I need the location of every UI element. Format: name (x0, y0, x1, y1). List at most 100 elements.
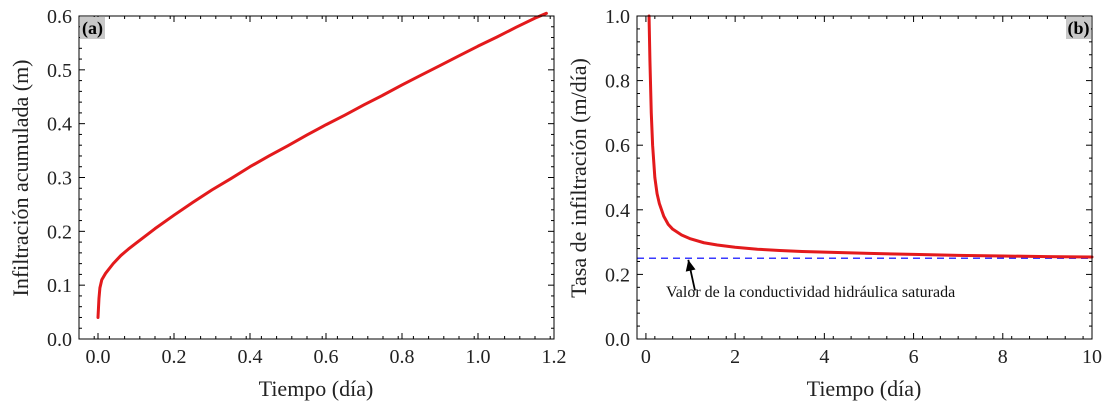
panel-b-series-point (1001, 255, 1004, 257)
panel-b-x-tick-label: 10 (1082, 346, 1102, 368)
panel-b-y-tick-label: 0.0 (605, 329, 630, 351)
panel-b-series (637, 14, 1094, 291)
panel-a-y-tick-label: 0.3 (47, 168, 72, 190)
panel-b-series-point (671, 228, 674, 230)
panel-b-series-point (689, 238, 692, 240)
panel-a-series-point (230, 177, 232, 180)
panel-b-series-point (756, 248, 759, 251)
panel-a-series-point (363, 104, 365, 106)
panel-b-series-point (680, 234, 683, 236)
panel-a-y-tick-label: 0.5 (47, 60, 72, 82)
panel-a-x-tick-label: 1.2 (542, 346, 567, 368)
panel-b-series-point (654, 176, 656, 179)
panel-b-x-tick-label: 6 (909, 346, 919, 368)
panel-a-series-point (101, 278, 103, 281)
panel-a-series-point (268, 155, 270, 157)
panel-a-series-point (515, 26, 517, 29)
panel-a-series-point (173, 214, 175, 216)
panel-a-x-tick-label: 0.8 (390, 346, 415, 368)
panel-b-series-point (649, 60, 651, 63)
panel-b-y-tick-label: 0.8 (605, 71, 630, 93)
panel-b-series-point (662, 215, 665, 218)
panel-a-x-tick-label: 0.4 (238, 346, 263, 368)
panel-a-series-point (306, 134, 308, 136)
panel-b-plot-frame (636, 15, 1093, 340)
panel-a-label-background (80, 17, 105, 39)
panel-b-annotation-text: Valor de la conductividad hidráulica sat… (666, 284, 955, 301)
panel-a-series-point (420, 74, 422, 77)
panel-b-series-point (667, 223, 670, 226)
panel-b-y-tick-label: 1.0 (605, 6, 630, 28)
panel-b-series-point (823, 251, 826, 253)
panel-a-x-tick-label: 0.2 (162, 346, 187, 368)
panel-b-y-tick-label: 0.4 (605, 200, 630, 222)
panel-a-series-point (127, 248, 130, 250)
panel-a-y-tick-label: 0.1 (47, 275, 72, 297)
panel-a-series-point (534, 17, 536, 19)
panel-b-x-tick-label: 4 (819, 346, 829, 368)
panel-a-series-point (112, 262, 114, 265)
panel-a-series-point (458, 55, 460, 57)
panel-a-x-tick-label: 1.0 (466, 346, 491, 368)
panel-b-label: (b) (1068, 18, 1090, 39)
panel-b-x-tick-label: 0 (641, 346, 651, 368)
panel-a-series-point (211, 189, 213, 191)
panel-a-series-point (104, 272, 107, 275)
panel-b-x-axis-label: Tiempo (día) (807, 376, 922, 401)
panel-a-x-tick-label: 0.6 (314, 346, 339, 368)
panel-a-series-point (120, 254, 122, 257)
panel-a-series-point (344, 114, 346, 116)
panel-a-series-point (496, 36, 498, 38)
panel-a-series-point (401, 84, 403, 86)
panel-b-label-background (1066, 17, 1091, 39)
panel-a-x-axis-label: Tiempo (día) (259, 376, 374, 401)
panel-b-y-tick-label: 0.6 (605, 135, 630, 157)
panel-b-series-point (716, 244, 719, 246)
panel-a-y-axis-label: Infiltración acumulada (m) (8, 59, 33, 296)
panel-a-series-point (477, 45, 479, 47)
panel-a-x-tick-label: 0.0 (86, 346, 111, 368)
panel-a-label: (a) (82, 18, 103, 39)
panel-a-plot-frame (78, 15, 555, 340)
panel-b-series-point (912, 253, 915, 256)
panel-b: 0 2 4 6 8 10 0.0 0.2 0.4 0.6 0.8 1.0 (b) Tiempo (dí… (566, 6, 1102, 401)
panel-a-series-line (96, 11, 548, 319)
panel-b-series-point (658, 202, 661, 205)
panel-a-series-point (287, 144, 289, 147)
panel-a-series (96, 11, 548, 319)
panel-a: 0.0 0.2 0.4 0.6 0.8 1.0 1.2 0.0 0.1 0.2 0.3 0.4 0.5 0… (8, 6, 567, 401)
panel-a-y-tick-label: 0.4 (47, 114, 72, 136)
panel-b-annotation-arrow-head (685, 259, 696, 272)
panel-b-series-point (651, 144, 654, 146)
panel-a-series-point (249, 165, 251, 168)
panel-b-series-point (801, 250, 803, 253)
panel-a-y-tick-label: 0.2 (47, 221, 72, 243)
panel-b-x-tick-label: 8 (998, 346, 1008, 368)
panel-b-ticks: 0 2 4 6 8 10 0.0 0.2 0.4 0.6 0.8 1.0 (605, 6, 1102, 368)
panel-a-series-point (99, 287, 101, 289)
panel-b-series-point (868, 252, 870, 255)
panel-a-series-point (97, 316, 99, 319)
panel-a-y-tick-label: 0.6 (47, 6, 72, 28)
panel-b-series-point (656, 192, 658, 195)
panel-a-series-point (439, 64, 441, 67)
panel-b-series-point (778, 249, 781, 252)
panel-b-x-tick-label: 2 (730, 346, 740, 368)
panel-b-series-point (650, 112, 653, 114)
panel-b-y-axis-label: Tasa de infiltración (m/día) (566, 58, 591, 298)
panel-a-series-point (154, 227, 156, 230)
panel-a-series-point (135, 242, 137, 244)
panel-a-series-point (98, 297, 100, 300)
panel-b-series-line (647, 14, 1094, 259)
panel-a-series-point (192, 201, 194, 204)
panel-b-series-point (703, 241, 705, 244)
panel-b-series-point (734, 246, 736, 249)
panel-b-series-point (1046, 255, 1049, 258)
panel-a-ticks: 0.0 0.2 0.4 0.6 0.8 1.0 1.2 0.0 0.1 0.2 0.3 0.4 0.5 0… (47, 6, 567, 368)
panel-a-series-point (382, 94, 384, 96)
panel-a-y-tick-label: 0.0 (47, 329, 72, 351)
panel-a-series-point (545, 12, 548, 15)
panel-b-series-point (957, 254, 959, 257)
panel-b-y-tick-label: 0.2 (605, 264, 630, 286)
